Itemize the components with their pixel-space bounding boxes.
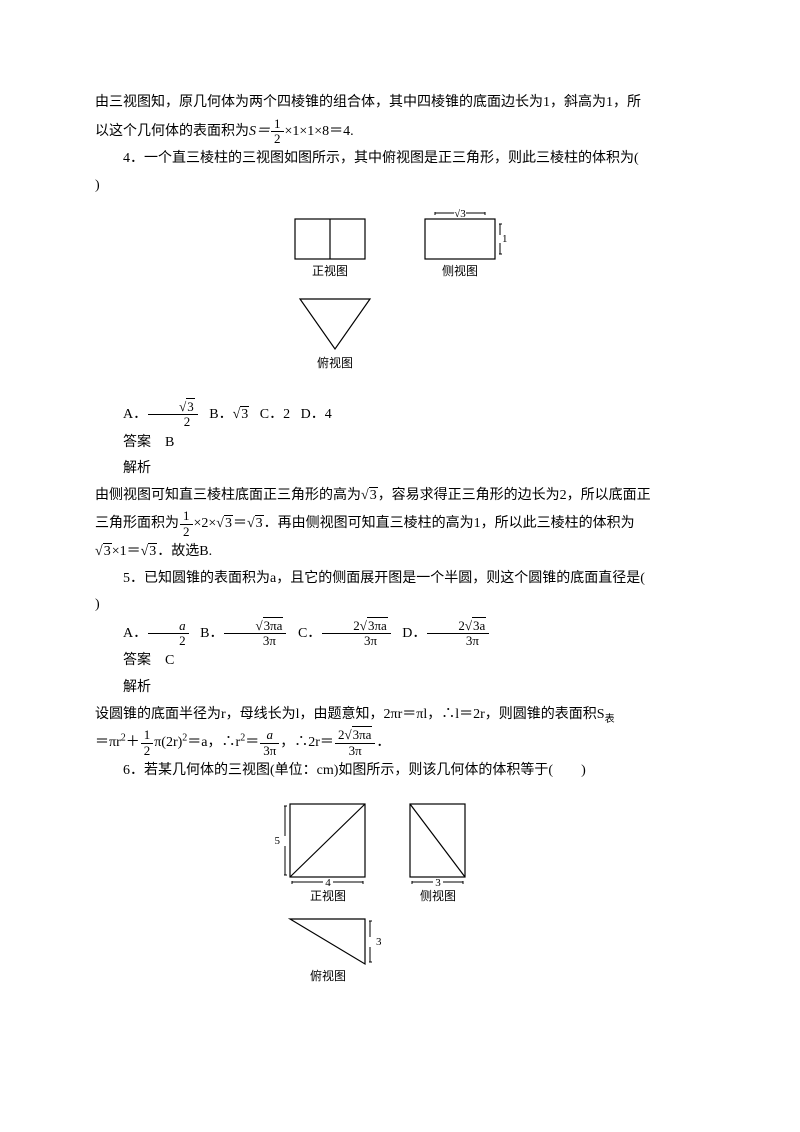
svg-text:正视图: 正视图 <box>310 888 346 903</box>
q4-expl-1: 由侧视图可知直三棱柱底面正三角形的高为√3，容易求得正三角形的边长为2，所以底面… <box>95 483 705 510</box>
q5-options: A．a2 B．√3πa3π C．2√3πa3π D．2√3a3π <box>95 619 705 649</box>
q5-text: 5．已知圆锥的表面积为a，且它的侧面展开图是一个半圆，则这个圆锥的底面直径是( <box>95 566 705 593</box>
svg-text:正视图: 正视图 <box>312 263 348 278</box>
q6-text: 6．若某几何体的三视图(单位：cm)如图所示，则该几何体的体积等于( ) <box>95 758 705 785</box>
q4-svg: 正视图 √3 1 侧视图 俯视图 <box>270 209 530 379</box>
q4-diagram: 正视图 √3 1 侧视图 俯视图 <box>95 209 705 390</box>
svg-text:5: 5 <box>275 835 281 847</box>
svg-text:1: 1 <box>502 233 508 245</box>
svg-text:3: 3 <box>435 877 441 889</box>
svg-text:侧视图: 侧视图 <box>420 888 456 903</box>
q5-close: ) <box>95 592 705 619</box>
svg-text:俯视图: 俯视图 <box>310 968 346 983</box>
q5-answer: 答案 C <box>95 648 705 675</box>
q5-expl-2: ＝πr2＋12π(2r)2＝a，∴r2＝a3π，∴2r＝2√3πa3π． <box>95 728 705 758</box>
intro-line2: 以这个几何体的表面积为S＝12×1×1×8＝4. <box>95 117 705 147</box>
svg-text:俯视图: 俯视图 <box>317 355 353 370</box>
intro-line1: 由三视图知，原几何体为两个四棱锥的组合体，其中四棱锥的底面边长为1，斜高为1，所 <box>95 90 705 117</box>
q4-options: A．√32 B．√3 C．2 D．4 <box>95 400 705 430</box>
q4-expl-3: √3×1＝√3．故选B. <box>95 539 705 566</box>
svg-text:4: 4 <box>325 877 331 889</box>
q4-answer: 答案 B <box>95 430 705 457</box>
svg-text:侧视图: 侧视图 <box>442 263 478 278</box>
svg-text:3: 3 <box>376 936 382 948</box>
q4-close: ) <box>95 173 705 200</box>
q6-diagram: 5 4 正视图 3 侧视图 3 俯视图 <box>95 794 705 995</box>
q6-svg: 5 4 正视图 3 侧视图 3 俯视图 <box>260 794 540 984</box>
svg-text:√3: √3 <box>454 209 466 220</box>
q4-expl-2: 三角形面积为12×2×√3＝√3．再由侧视图可知直三棱柱的高为1，所以此三棱柱的… <box>95 509 705 539</box>
q5-expl-label: 解析 <box>95 675 705 702</box>
q4-text: 4．一个直三棱柱的三视图如图所示，其中俯视图是正三角形，则此三棱柱的体积为( <box>95 146 705 173</box>
q4-expl-label: 解析 <box>95 456 705 483</box>
q5-expl-1: 设圆锥的底面半径为r，母线长为l，由题意知，2πr＝πl，∴l＝2r，则圆锥的表… <box>95 702 705 729</box>
